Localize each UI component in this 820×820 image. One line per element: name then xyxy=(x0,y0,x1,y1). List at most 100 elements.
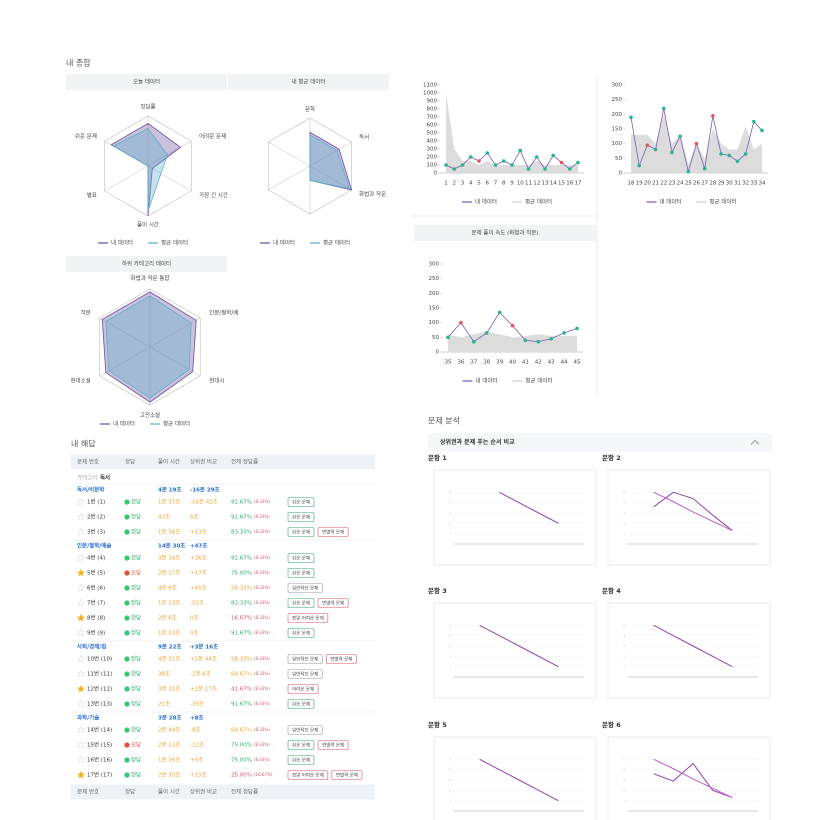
chart-frame xyxy=(433,602,597,699)
radar-spoke xyxy=(149,346,201,377)
x-tick-label: 45 xyxy=(574,360,581,366)
x-tick-label: 11 xyxy=(525,181,532,187)
x-tick-label: 34 xyxy=(759,181,766,187)
point xyxy=(526,167,531,171)
area xyxy=(446,93,578,173)
x-tick-label: 15 xyxy=(558,181,565,187)
point xyxy=(711,114,715,118)
y-tick-label: 400 xyxy=(427,139,438,145)
difficulty-tag-label: 쉬운 문제 xyxy=(292,757,310,764)
group-name: 독서/비문학 xyxy=(77,486,104,494)
x-tick-label: 30 xyxy=(726,181,733,187)
difficulty-tag-label: 변별력 문제 xyxy=(322,529,344,536)
top-compare: -1분 6초 xyxy=(190,671,211,678)
point xyxy=(661,106,666,111)
correct-rate: 41.67% xyxy=(231,687,252,693)
y-tick-label: 300 xyxy=(429,262,440,268)
y-tick-label: 3 xyxy=(623,511,625,515)
collapsible-header[interactable] xyxy=(428,433,772,452)
solve-time: 1분 37초 xyxy=(158,499,180,506)
column-header: 상위권 비교 xyxy=(190,788,217,796)
result: 정답 xyxy=(131,499,141,506)
radar-axis-label: 인문/철학/예 xyxy=(209,308,238,316)
x-tick-label: 41 xyxy=(522,360,529,366)
correct-rate-sub: (8.33%) xyxy=(254,499,270,504)
correct-rate-sub: (8.33%) xyxy=(254,585,270,590)
line xyxy=(499,491,559,524)
point xyxy=(551,153,556,158)
point xyxy=(444,163,448,167)
y-tick-label: 2 xyxy=(623,654,625,658)
point xyxy=(743,152,748,156)
top-compare: +45초 xyxy=(190,585,207,592)
line xyxy=(479,758,559,802)
point xyxy=(446,335,450,340)
difficulty-tag-label: 일반적인 문제 xyxy=(292,585,318,592)
y-tick-label: 1 xyxy=(623,532,625,536)
correct-rate-sub: (8.33%) xyxy=(254,701,270,706)
star-empty xyxy=(76,725,86,734)
category-label: 카테고리 xyxy=(77,474,97,482)
point xyxy=(485,151,490,155)
y-tick-label: 200 xyxy=(612,112,623,118)
chevron-toggle[interactable] xyxy=(750,439,760,445)
result: 정답 xyxy=(131,630,141,637)
correct-rate-sub: (8.33%) xyxy=(254,757,270,762)
result: 정답 xyxy=(131,671,141,678)
column-header: 전체 정답률 xyxy=(231,788,258,796)
difficulty-tag xyxy=(287,699,315,709)
group-compare: +47초 xyxy=(190,542,207,550)
point xyxy=(694,141,699,146)
legend-label: 평균 데이터 xyxy=(323,239,350,247)
solve-time: 43초 xyxy=(158,514,170,521)
point xyxy=(468,155,473,159)
group-time: 4분 19초 xyxy=(158,486,182,494)
question-number: 7번 (7) xyxy=(87,599,105,607)
y-tick-label: 5 xyxy=(449,623,451,627)
question-number: 6번 (6) xyxy=(87,584,105,592)
x-tick-label: 10 xyxy=(517,181,524,187)
top-compare: +15초 xyxy=(190,772,207,779)
difficulty-tag xyxy=(287,770,329,780)
difficulty-tag xyxy=(331,770,363,780)
radar-axis-label: 가장 긴 시간 xyxy=(199,191,228,199)
question-number: 2번 (2) xyxy=(87,513,105,521)
point xyxy=(484,331,489,335)
radar-spoke xyxy=(147,140,192,167)
chart-frame xyxy=(433,469,597,566)
y-tick-label: 800 xyxy=(427,107,438,113)
correct-icon xyxy=(124,514,130,520)
point xyxy=(534,155,539,159)
difficulty-tag-label: 쉬운 문제 xyxy=(292,499,310,506)
difficulty-tag xyxy=(317,527,349,537)
radar-spoke xyxy=(104,165,149,192)
y-tick-label: 5 xyxy=(623,757,625,761)
star-empty xyxy=(76,553,86,562)
x-tick-label: 27 xyxy=(701,181,708,187)
radar-axis-label: 별표 xyxy=(87,191,97,199)
group-name: 인문/철학/예술 xyxy=(77,542,111,550)
question-number: 17번 (17) xyxy=(87,771,112,779)
section-title: 내 종합 xyxy=(66,59,91,68)
difficulty-tag-label: 쉬운 문제 xyxy=(292,514,310,521)
question-number: 12번 (12) xyxy=(87,685,112,693)
point xyxy=(567,167,572,171)
difficulty-tag-label: 쉬운 문제 xyxy=(292,600,310,607)
correct-rate: 91.67% xyxy=(231,515,252,521)
difficulty-tag-label: 변별력 문제 xyxy=(336,772,358,779)
difficulty-tag xyxy=(287,598,315,608)
group-time: 3분 28초 xyxy=(158,714,182,722)
point xyxy=(629,115,633,120)
difficulty-tag xyxy=(287,583,323,593)
top-compare: +36초 xyxy=(190,555,207,562)
difficulty-tag xyxy=(325,654,357,664)
point xyxy=(686,169,691,174)
result: 정답 xyxy=(131,555,141,562)
y-tick-label: 5 xyxy=(623,623,625,627)
line xyxy=(653,758,733,799)
x-tick-label: 23 xyxy=(668,181,675,187)
question-number: 5번 (5) xyxy=(87,569,105,577)
y-tick-label: 4 xyxy=(449,501,451,505)
difficulty-tag xyxy=(287,553,315,563)
chart-frame xyxy=(607,469,771,566)
